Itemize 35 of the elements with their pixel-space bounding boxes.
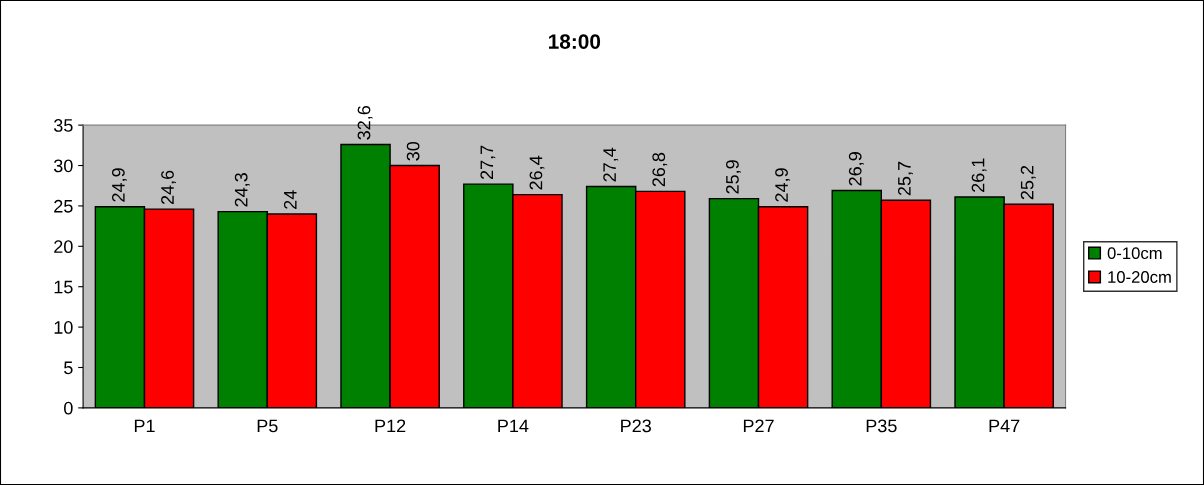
y-tick-label: 25 (54, 199, 73, 213)
y-tick-label: 30 (53, 159, 73, 173)
chart-title: 18:00 (548, 34, 601, 49)
data-label: 24,3 (234, 173, 250, 207)
legend-label: 10-20cm (1108, 271, 1171, 283)
data-label: 26,8 (652, 152, 668, 187)
data-label: 30 (406, 141, 420, 161)
data-label: 25,9 (726, 160, 741, 194)
data-label: 24 (283, 190, 297, 209)
legend-label: 0-10cm (1107, 247, 1162, 260)
data-label: 32,6 (357, 106, 373, 140)
y-tick-label: 10 (54, 321, 73, 334)
x-tick-label: P23 (621, 419, 651, 433)
x-tick-label: P12 (375, 419, 406, 433)
x-tick-label: P47 (989, 419, 1020, 433)
data-label: 24,6 (161, 170, 177, 205)
data-label: 24,9 (775, 168, 791, 202)
data-label: 26,4 (529, 155, 545, 190)
data-label: 25,2 (1020, 165, 1036, 200)
y-tick-label: 15 (54, 280, 73, 294)
data-label: 26,9 (848, 152, 864, 186)
x-tick-label: P1 (134, 419, 155, 433)
data-label: 26,1 (971, 158, 987, 192)
y-tick-label: 20 (54, 240, 73, 254)
data-label: 24,9 (111, 168, 127, 202)
y-tick-label: 0 (64, 401, 73, 415)
x-tick-label: P14 (498, 419, 529, 433)
data-label: 25,7 (897, 161, 913, 196)
y-tick-label: 35 (53, 119, 73, 132)
data-label: 27,7 (480, 145, 496, 180)
x-tick-label: P27 (743, 419, 774, 433)
data-label: 27,4 (603, 147, 619, 182)
x-tick-label: P35 (866, 419, 897, 433)
x-tick-label: P5 (257, 419, 278, 433)
y-tick-label: 5 (64, 361, 73, 375)
